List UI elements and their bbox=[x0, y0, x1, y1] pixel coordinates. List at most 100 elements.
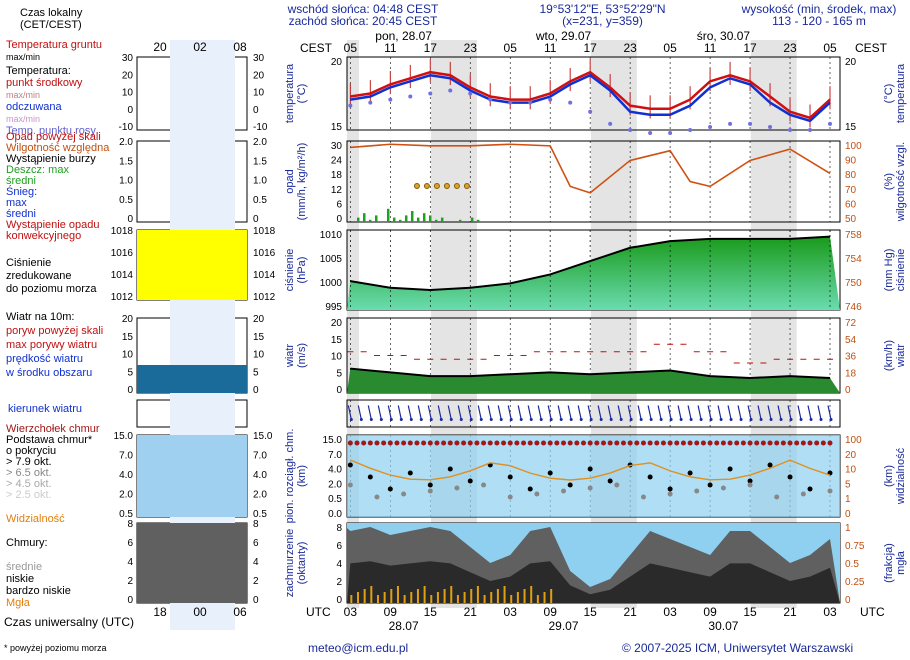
legend-precip-item: Śnieg: bbox=[6, 185, 37, 198]
dew-point-dot bbox=[688, 128, 693, 132]
y-tick-right: 18 bbox=[845, 368, 857, 379]
legend-y-tick: 7.0 bbox=[119, 451, 133, 462]
wind-arrow-head bbox=[529, 418, 533, 421]
y-tick-right: 70 bbox=[845, 185, 857, 196]
cloud-base-dot bbox=[720, 485, 726, 491]
wind-arrow-head bbox=[639, 418, 643, 421]
wind-arrow-head bbox=[819, 418, 823, 421]
fog-bar bbox=[463, 592, 466, 603]
fog-bar bbox=[436, 592, 439, 603]
cloud-top-dot bbox=[567, 440, 573, 446]
legend-y-tick-right: 30 bbox=[253, 53, 265, 64]
wind-arrow-head bbox=[469, 418, 473, 421]
cloud-top-dot bbox=[814, 440, 820, 446]
temp-line-1 bbox=[350, 73, 831, 123]
dew-point-dot bbox=[668, 131, 673, 136]
fog-bar bbox=[496, 589, 499, 603]
legend-precip-item: max bbox=[6, 197, 27, 209]
wind-arrow-head bbox=[609, 418, 613, 421]
cest-hour-tick: 11 bbox=[704, 41, 717, 55]
wind-arrow bbox=[547, 405, 552, 420]
cloud-top-dot bbox=[720, 440, 726, 446]
legend-y-tick-right: 15 bbox=[253, 332, 265, 343]
cloud-top-dot bbox=[680, 440, 686, 446]
cloud-top-dot bbox=[561, 440, 567, 446]
legend-y-tick: 0 bbox=[127, 105, 133, 116]
dew-point-dot bbox=[408, 94, 413, 99]
cloud-top-dot bbox=[767, 440, 773, 446]
wind-arrow bbox=[397, 405, 402, 420]
wind-arrow bbox=[707, 405, 712, 420]
wind-arrow-head bbox=[809, 418, 813, 421]
cloud-top-dot bbox=[447, 440, 453, 446]
legend-y-tick-right: 1.5 bbox=[253, 156, 267, 167]
panel-frame-dir bbox=[346, 399, 841, 428]
y-tick: 7.0 bbox=[328, 450, 342, 461]
cloud-top-dot bbox=[507, 440, 513, 446]
y-tick-right: 10 bbox=[845, 465, 857, 476]
legend-clouds-item: bardzo niskie bbox=[6, 585, 71, 597]
cloud-top-dot bbox=[754, 440, 760, 446]
legend-wind-fill bbox=[137, 365, 247, 393]
wind-arrow bbox=[497, 405, 502, 420]
footer-email[interactable]: meteo@icm.edu.pl bbox=[308, 641, 409, 655]
legend-precip-item: Opad powyżej skali bbox=[6, 131, 101, 143]
legend-clouds-item: Chmury: bbox=[6, 537, 48, 549]
wind-arrow-head bbox=[649, 418, 653, 421]
y-axis-label: pion. rozciągł. chm. bbox=[284, 429, 296, 524]
rain-bar bbox=[392, 217, 396, 222]
fog-bar bbox=[530, 586, 533, 603]
cloud-top-dot bbox=[787, 440, 793, 446]
y-tick: 0.0 bbox=[328, 509, 342, 520]
legend-cloudbase-item: Widzialność bbox=[6, 513, 65, 525]
legend-precip-item: średni bbox=[6, 208, 36, 220]
wind-arrow bbox=[567, 405, 572, 420]
legend-pressure-item: Ciśnienie bbox=[6, 257, 51, 269]
utc-hour-tick: 09 bbox=[544, 605, 558, 619]
rain-bar bbox=[428, 215, 432, 222]
y-tick: 995 bbox=[325, 302, 342, 313]
legend-temp-item: punkt środkowy bbox=[6, 77, 83, 89]
wind-arrow bbox=[527, 405, 532, 420]
y-tick-right: 60 bbox=[845, 199, 857, 210]
legend-y-tick-right: 4.0 bbox=[253, 470, 267, 481]
legend-y-tick-right: 1016 bbox=[253, 248, 276, 259]
sunrise-text: wschód słońca: 04:48 CEST bbox=[287, 2, 439, 16]
legend-y-tick: 0.5 bbox=[119, 195, 133, 206]
wind-arrow-head bbox=[669, 418, 673, 421]
legend-temp-item: Temperatura: bbox=[6, 65, 71, 77]
legend-wind-item: Wiatr na 10m: bbox=[6, 311, 74, 323]
wind-arrow bbox=[797, 405, 802, 420]
cloud-base-dot bbox=[647, 474, 653, 480]
cloud-base-dot bbox=[547, 470, 553, 476]
cloud-top-dot bbox=[807, 440, 813, 446]
y-tick-right: 0 bbox=[845, 595, 851, 606]
cloud-base-dot bbox=[561, 488, 567, 494]
wind-arrow bbox=[807, 405, 812, 420]
cloud-top-dot bbox=[421, 440, 427, 446]
cloud-top-dot bbox=[707, 440, 713, 446]
y-tick: 30 bbox=[331, 141, 343, 152]
cloud-top-dot bbox=[354, 440, 360, 446]
legend-wind-item: poryw powyżej skali bbox=[6, 325, 103, 337]
rain-bar bbox=[416, 217, 420, 222]
y-axis-label: (°C) bbox=[296, 84, 308, 104]
rain-bar bbox=[404, 215, 408, 222]
wind-arrow bbox=[787, 405, 792, 420]
y-tick-right: 0.25 bbox=[845, 577, 865, 588]
wind-arrow bbox=[737, 405, 742, 420]
day-label: śro, 30.07 bbox=[697, 29, 751, 43]
legend-cloudbase-item: > 6.5 okt. bbox=[6, 467, 52, 479]
dew-point-dot bbox=[448, 88, 453, 93]
wind-arrow bbox=[367, 405, 372, 420]
wind-arrow-head bbox=[449, 418, 453, 421]
cloud-top-dot bbox=[687, 440, 693, 446]
convective-marker bbox=[453, 183, 460, 189]
legend-wind-dir: kierunek wiatru bbox=[8, 403, 82, 415]
wind-arrow bbox=[677, 405, 682, 420]
fog-bar bbox=[363, 589, 366, 603]
wind-arrow bbox=[587, 405, 592, 420]
fog-bar bbox=[490, 592, 493, 603]
legend-y-tick-right: 2.0 bbox=[253, 137, 267, 148]
wind-arrow-head bbox=[709, 418, 713, 421]
